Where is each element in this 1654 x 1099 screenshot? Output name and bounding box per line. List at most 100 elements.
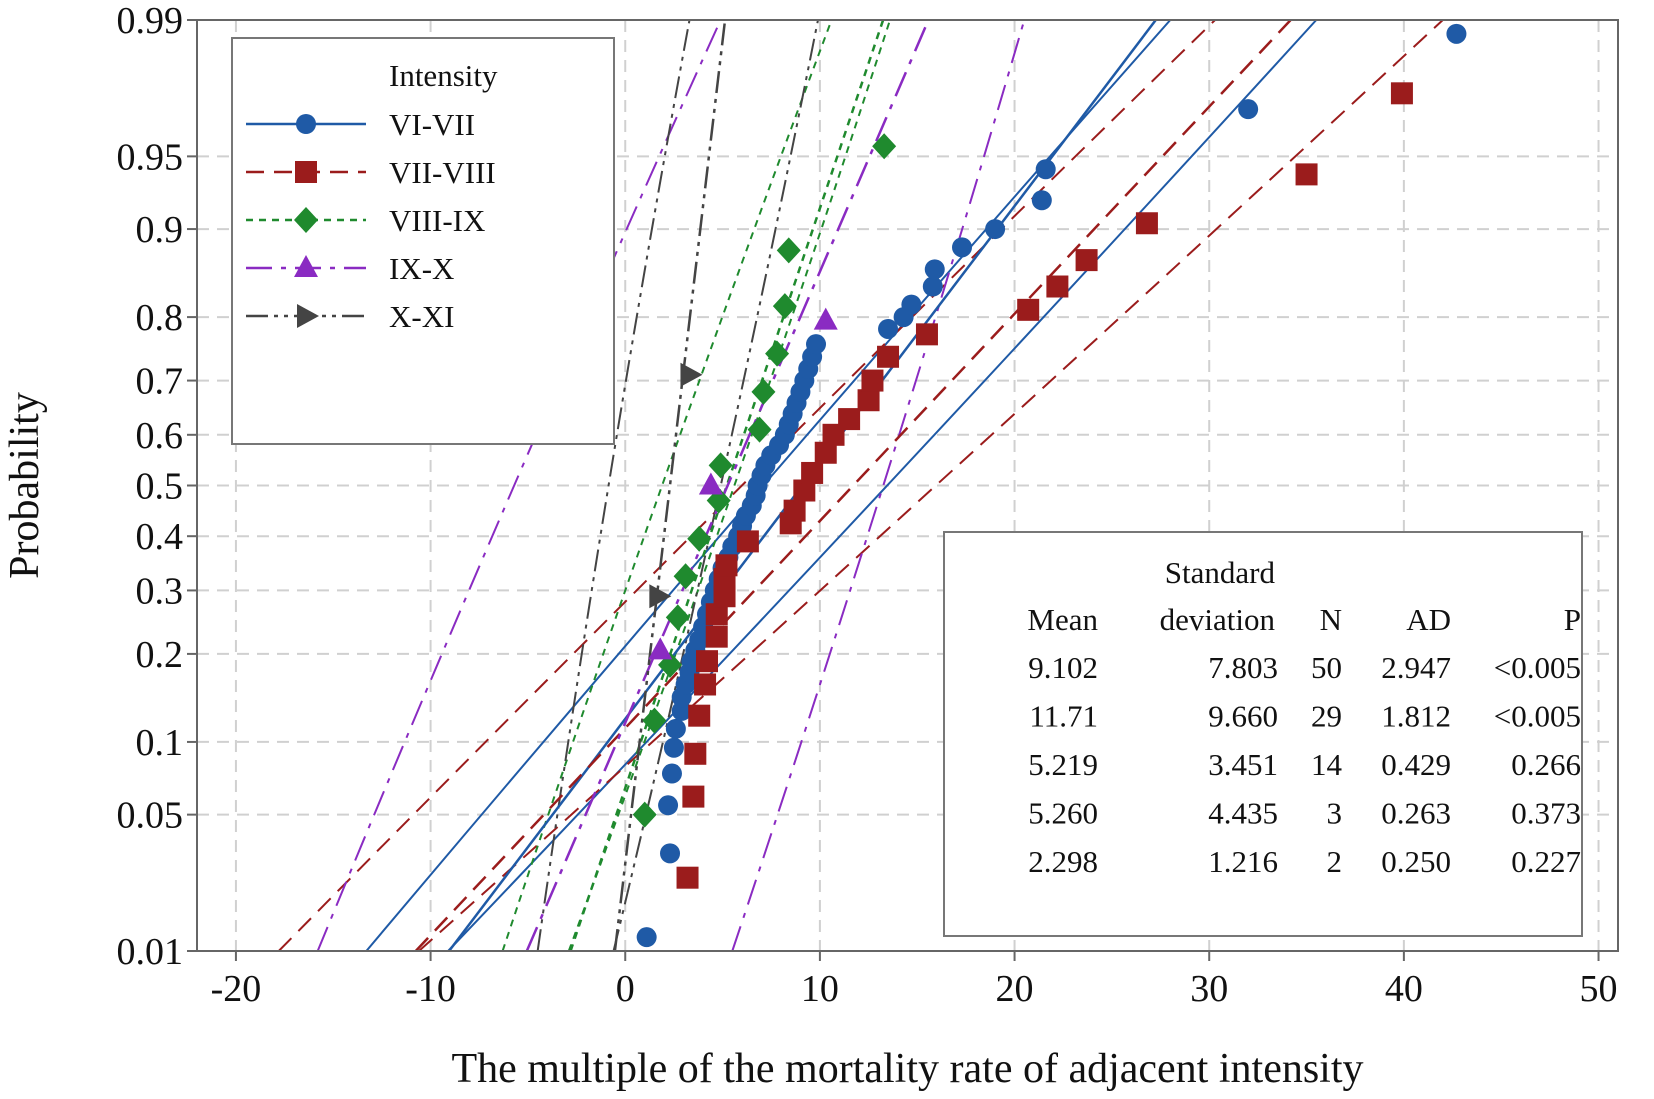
data-point-VIII-IX (751, 378, 776, 405)
data-point-VII-VIII (1046, 275, 1069, 298)
fit-line-VII-VIII (414, 20, 1292, 951)
x-tick-label: -10 (405, 968, 456, 1010)
confidence-line-VIII-IX (567, 20, 891, 951)
data-point-VII-VIII (676, 866, 699, 889)
data-point-VII-VIII (696, 650, 719, 673)
data-point-VII-VIII (705, 603, 728, 626)
header-p: P (1564, 602, 1581, 637)
data-point-VIII-IX (632, 801, 657, 828)
y-tick-label: 0.1 (136, 722, 184, 764)
stat-cell-ad: 1.812 (1381, 699, 1451, 734)
data-point-VIII-IX (765, 340, 790, 367)
data-point-VII-VIII (783, 499, 806, 522)
data-point-VI-VII (660, 843, 681, 864)
data-point-VIII-IX (665, 604, 690, 631)
data-point-VII-VIII (682, 785, 705, 808)
confidence-line-IX-X (316, 20, 722, 951)
data-point-IX-X (648, 637, 673, 660)
header-n: N (1320, 602, 1342, 637)
legend-label-X-XI: X-XI (389, 299, 454, 334)
data-point-VII-VIII (915, 323, 938, 346)
data-point-VII-VIII (801, 461, 824, 484)
legend-label-VI-VII: VI-VII (389, 107, 475, 142)
stat-cell-n: 29 (1311, 699, 1342, 734)
stat-cell-sd: 7.803 (1208, 650, 1278, 685)
x-tick-label: 20 (996, 968, 1034, 1010)
stat-cell-n: 50 (1311, 650, 1342, 685)
data-point-VII-VIII (715, 554, 738, 577)
data-point-VII-VIII (688, 704, 711, 727)
stat-cell-ad: 2.947 (1381, 650, 1451, 685)
data-point-VI-VII (924, 259, 945, 280)
data-point-IX-X (698, 472, 723, 495)
legend-label-IX-X: IX-X (389, 251, 454, 286)
x-tick-label: 30 (1190, 968, 1228, 1010)
data-point-VII-VIII (1390, 82, 1413, 105)
stat-cell-mean: 5.219 (1028, 747, 1098, 782)
data-point-VI-VII (806, 334, 827, 355)
legend-marker-VIII-IX (294, 207, 318, 233)
stat-cell-sd: 1.216 (1208, 844, 1278, 879)
confidence-line-VIII-IX (501, 20, 833, 951)
data-point-X-XI (680, 362, 703, 387)
stat-cell-n: 2 (1327, 844, 1343, 879)
y-tick-label: 0.7 (136, 361, 184, 403)
confidence-line-VII-VIII (418, 20, 1444, 951)
stat-cell-mean: 2.298 (1028, 844, 1098, 879)
y-tick-label: 0.4 (136, 516, 184, 558)
stat-cell-p: 0.227 (1511, 844, 1581, 879)
data-point-VIII-IX (747, 416, 772, 443)
data-point-VII-VIII (1295, 163, 1318, 186)
x-tick-label: 10 (801, 968, 839, 1010)
legend-marker-X-XI (297, 304, 319, 328)
stat-cell-n: 14 (1311, 747, 1343, 782)
statistics-box (943, 531, 1583, 937)
stat-cell-mean: 5.260 (1028, 796, 1098, 831)
stat-cell-sd: 9.660 (1208, 699, 1278, 734)
data-point-VII-VIII (861, 369, 884, 392)
data-point-VI-VII (901, 294, 922, 315)
data-point-VII-VIII (1135, 212, 1158, 235)
x-tick-label: 0 (616, 968, 635, 1010)
plot-frame (196, 19, 1619, 952)
data-point-VII-VIII (684, 742, 707, 765)
data-point-VII-VIII (838, 408, 861, 431)
stat-cell-p: 0.373 (1511, 796, 1581, 831)
data-point-VI-VII (636, 927, 657, 948)
data-point-VI-VII (658, 795, 679, 816)
data-point-VI-VII (1035, 159, 1056, 180)
legend-label-VIII-IX: VIII-IX (389, 203, 485, 238)
stat-cell-ad: 0.250 (1381, 844, 1451, 879)
data-point-VII-VIII (705, 625, 728, 648)
x-tick-labels: -20 -10 0 10 20 30 40 50 (211, 968, 1618, 1010)
stat-cell-mean: 9.102 (1028, 650, 1098, 685)
data-point-VI-VII (671, 700, 692, 721)
data-point-VII-VIII (1075, 249, 1098, 272)
data-point-VI-VII (985, 219, 1006, 240)
stat-cell-mean: 11.71 (1029, 699, 1098, 734)
y-tick-label: 0.3 (136, 570, 184, 612)
legend-title: Intensity (389, 58, 498, 93)
data-point-VII-VIII (694, 673, 717, 696)
header-ad: AD (1406, 602, 1451, 637)
data-point-VII-VIII (793, 479, 816, 502)
data-point-VI-VII (878, 318, 899, 339)
y-axis-title: Probability (2, 392, 48, 579)
stat-cell-sd: 4.435 (1208, 796, 1278, 831)
legend-marker-VI-VII (296, 114, 316, 134)
stat-cell-p: 0.266 (1511, 747, 1581, 782)
data-point-X-XI (649, 584, 672, 609)
x-axis-title: The multiple of the mortality rate of ad… (451, 1046, 1363, 1092)
data-point-VI-VII (922, 276, 943, 297)
header-sd-line2: deviation (1160, 602, 1276, 637)
fit-line-IX-X (525, 20, 930, 951)
legend-marker-IX-X (294, 255, 318, 277)
data-point-VIII-IX (708, 452, 733, 479)
legend-marker-VII-VIII (295, 161, 317, 183)
data-point-VIII-IX (776, 237, 801, 264)
y-tick-label: 0.05 (117, 795, 184, 837)
data-point-VII-VIII (1017, 298, 1040, 321)
header-mean: Mean (1027, 602, 1098, 637)
data-point-VIII-IX (642, 707, 667, 734)
